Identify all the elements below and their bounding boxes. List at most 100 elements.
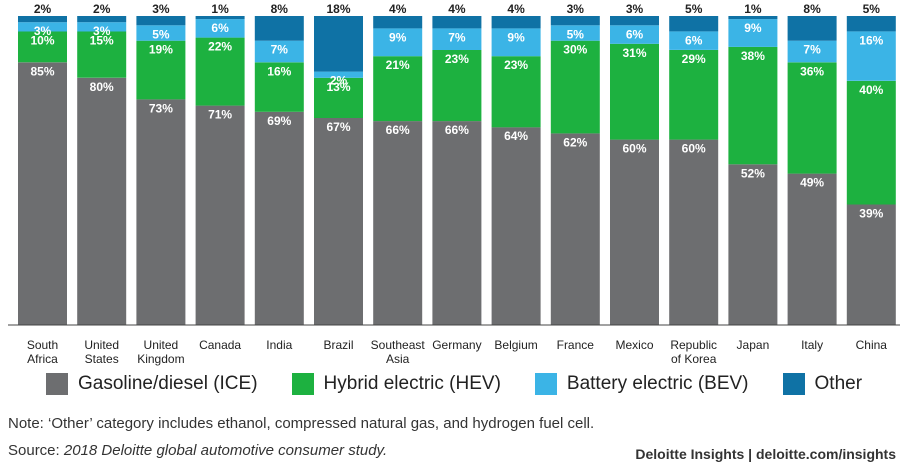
bar-segment-south-africa-other (18, 16, 67, 23)
data-label-china-hybrid-electric-hev: 40% (859, 83, 883, 97)
x-tick-label-united-states-line-1: United (84, 338, 119, 352)
x-tick-label-china: China (856, 338, 888, 352)
bar-segment-italy-hybrid-electric-hev (787, 62, 837, 174)
bar-segment-belgium-gasoline-diesel-ice (491, 127, 541, 325)
bar-segment-south-africa-hybrid-electric-hev (18, 31, 67, 63)
bar-segment-india-battery-electric-bev (254, 40, 304, 63)
data-label-united-kingdom-gasoline-diesel-ice: 73% (149, 101, 173, 115)
x-tick-label-brazil: Brazil (323, 338, 353, 352)
data-label-south-africa-other: 2% (34, 2, 52, 16)
bar-segment-india-other (254, 16, 304, 41)
bar-segment-italy-battery-electric-bev (787, 40, 837, 63)
bar-segment-south-africa-gasoline-diesel-ice (18, 62, 67, 326)
legend-swatch-ice (46, 373, 68, 395)
bar-segment-china-other (846, 16, 896, 32)
bar-segment-united-kingdom-battery-electric-bev (136, 25, 186, 41)
x-tick-label-southeast-asia-line-1: Southeast (371, 338, 426, 352)
data-label-united-kingdom-other: 3% (152, 2, 170, 16)
bar-segment-china-gasoline-diesel-ice (846, 204, 896, 325)
bar-segment-mexico-gasoline-diesel-ice (610, 139, 659, 325)
bar-segment-germany-gasoline-diesel-ice (432, 121, 482, 325)
data-label-germany-gasoline-diesel-ice: 66% (445, 123, 469, 137)
bar-segment-canada-gasoline-diesel-ice (195, 105, 245, 325)
legend-swatch-other (782, 373, 805, 395)
bar-segment-southeast-asia-gasoline-diesel-ice (373, 121, 423, 325)
data-label-india-battery-electric-bev: 7% (271, 43, 289, 57)
bar-segment-brazil-hybrid-electric-hev (314, 77, 363, 118)
stacked-bar-chart: 85%10%3%2%SouthAfrica80%15%3%2%UnitedSta… (8, 2, 900, 366)
x-tick-label-united-states-line-2: States (85, 352, 119, 366)
bar-segment-italy-other (787, 16, 837, 41)
x-tick-label-southeast-asia-line-2: Asia (386, 352, 410, 366)
x-tick-label-india: India (266, 338, 292, 352)
bar-segment-united-states-hybrid-electric-hev (77, 31, 127, 78)
bar-segment-japan-other (728, 16, 778, 20)
bar-segment-germany-other (432, 16, 482, 29)
data-label-italy-battery-electric-bev: 7% (803, 43, 821, 57)
data-label-canada-gasoline-diesel-ice: 71% (208, 108, 232, 122)
x-tick-label-south-africa-line-2: Africa (27, 352, 58, 366)
bar-segment-belgium-battery-electric-bev (491, 28, 541, 57)
bar-segment-republic-of-korea-battery-electric-bev (669, 31, 719, 50)
data-label-france-other: 3% (567, 2, 585, 16)
x-tick-label-france: France (557, 338, 595, 352)
bar-segment-china-battery-electric-bev (846, 31, 896, 81)
legend-label-bev: Battery electric (BEV) (566, 373, 749, 394)
data-label-belgium-hybrid-electric-hev: 23% (504, 58, 528, 72)
bar-segment-united-kingdom-other (136, 16, 186, 26)
bar-segment-japan-hybrid-electric-hev (728, 46, 778, 165)
data-label-italy-gasoline-diesel-ice: 49% (800, 176, 824, 190)
data-label-japan-gasoline-diesel-ice: 52% (741, 166, 765, 180)
bar-segment-india-hybrid-electric-hev (254, 62, 304, 112)
data-label-united-states-gasoline-diesel-ice: 80% (90, 80, 114, 94)
bar-segment-brazil-other (314, 16, 363, 72)
legend-label-hev: Hybrid electric (HEV) (323, 373, 501, 394)
data-label-brazil-hybrid-electric-hev: 13% (326, 80, 350, 94)
x-tick-label-italy: Italy (801, 338, 823, 352)
bar-segment-mexico-hybrid-electric-hev (610, 43, 659, 140)
data-label-republic-of-korea-gasoline-diesel-ice: 60% (682, 142, 706, 156)
bar-segment-republic-of-korea-gasoline-diesel-ice (669, 139, 719, 325)
bar-segment-united-states-other (77, 16, 127, 23)
data-label-germany-other: 4% (448, 2, 466, 16)
bar-segment-mexico-other (610, 16, 659, 26)
data-label-canada-hybrid-electric-hev: 22% (208, 40, 232, 54)
data-label-united-kingdom-battery-electric-bev: 5% (152, 27, 170, 41)
x-tick-label-germany: Germany (432, 338, 481, 352)
data-label-canada-battery-electric-bev: 6% (211, 21, 229, 35)
data-label-mexico-battery-electric-bev: 6% (626, 27, 644, 41)
bar-segment-brazil-battery-electric-bev (314, 71, 363, 78)
data-label-france-battery-electric-bev: 5% (567, 27, 585, 41)
data-label-united-states-battery-electric-bev: 3% (93, 24, 111, 38)
bar-segment-japan-gasoline-diesel-ice (728, 164, 778, 325)
legend-item-other: Other (782, 373, 862, 395)
data-label-united-kingdom-hybrid-electric-hev: 19% (149, 43, 173, 57)
data-label-india-gasoline-diesel-ice: 69% (267, 114, 291, 128)
data-label-mexico-other: 3% (626, 2, 644, 16)
data-label-china-gasoline-diesel-ice: 39% (859, 207, 883, 221)
bar-segment-france-hybrid-electric-hev (550, 40, 600, 134)
bar-segment-germany-hybrid-electric-hev (432, 50, 482, 122)
source-title: 2018 Deloitte global automotive consumer… (63, 442, 388, 459)
legend-swatch-hev (291, 373, 314, 395)
data-label-united-states-hybrid-electric-hev: 15% (90, 33, 114, 47)
bar-segment-southeast-asia-other (373, 16, 423, 29)
bar-segment-germany-battery-electric-bev (432, 28, 482, 50)
data-label-belgium-other: 4% (507, 2, 525, 16)
x-tick-label-republic-of-korea-line-1: Republic (670, 338, 717, 352)
source-prefix: Source: (8, 442, 64, 459)
legend-item-hev: Hybrid electric (HEV) (291, 373, 501, 395)
bar-segment-republic-of-korea-other (669, 16, 719, 32)
bar-segment-united-kingdom-hybrid-electric-hev (136, 40, 186, 100)
x-tick-label-south-africa-line-1: South (27, 338, 58, 352)
bar-segment-united-states-gasoline-diesel-ice (77, 77, 127, 325)
data-label-republic-of-korea-hybrid-electric-hev: 29% (682, 52, 706, 66)
x-tick-label-republic-of-korea-line-2: of Korea (671, 352, 717, 366)
x-tick-label-canada: Canada (199, 338, 241, 352)
bar-segment-brazil-gasoline-diesel-ice (314, 118, 363, 325)
data-label-japan-other: 1% (744, 2, 762, 16)
data-label-italy-other: 8% (803, 2, 821, 16)
data-label-italy-hybrid-electric-hev: 36% (800, 64, 824, 78)
bar-segment-mexico-battery-electric-bev (610, 25, 659, 44)
data-label-southeast-asia-battery-electric-bev: 9% (389, 30, 407, 44)
